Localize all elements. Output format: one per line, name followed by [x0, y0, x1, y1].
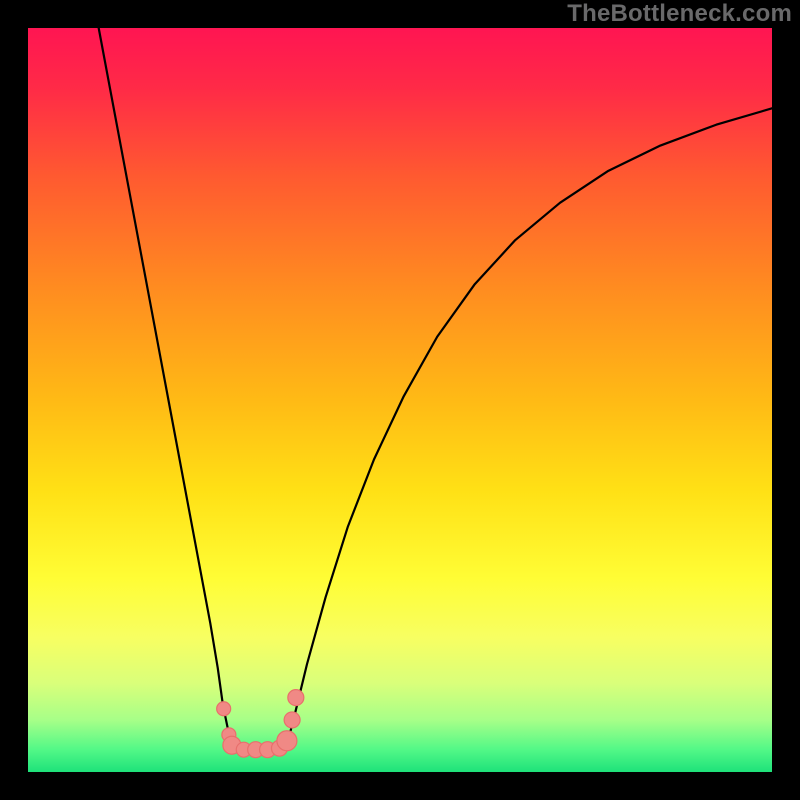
- curve-marker: [277, 731, 297, 751]
- curve-marker: [217, 702, 231, 716]
- watermark-text: TheBottleneck.com: [567, 0, 792, 28]
- curve-marker: [288, 690, 304, 706]
- bottleneck-chart-svg: [0, 0, 800, 800]
- chart-canvas: TheBottleneck.com: [0, 0, 800, 800]
- curve-marker: [284, 712, 300, 728]
- plot-background: [28, 28, 772, 772]
